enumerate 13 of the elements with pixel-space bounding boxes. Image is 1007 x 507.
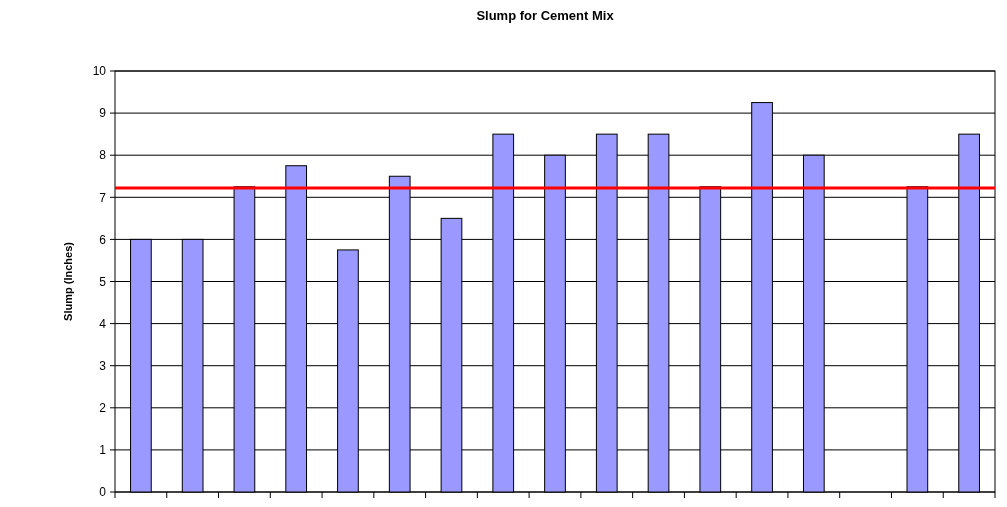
y-tick-label: 5 xyxy=(99,274,107,289)
y-tick-label: 0 xyxy=(99,485,107,500)
y-tick-label: 9 xyxy=(99,106,107,121)
y-tick-label: 1 xyxy=(99,443,107,458)
y-tick-label: 4 xyxy=(99,316,107,331)
y-tick-label: 3 xyxy=(99,358,107,373)
y-axis-title: Slump (Inches) xyxy=(62,241,74,321)
chart-title: Slump for Cement Mix xyxy=(476,8,615,23)
y-tick-label: 2 xyxy=(99,401,107,415)
y-tick-label: 6 xyxy=(99,232,107,247)
y-tick-label: 8 xyxy=(99,148,107,163)
y-tick-label: 7 xyxy=(99,190,107,205)
y-tick-label: 10 xyxy=(92,64,107,79)
